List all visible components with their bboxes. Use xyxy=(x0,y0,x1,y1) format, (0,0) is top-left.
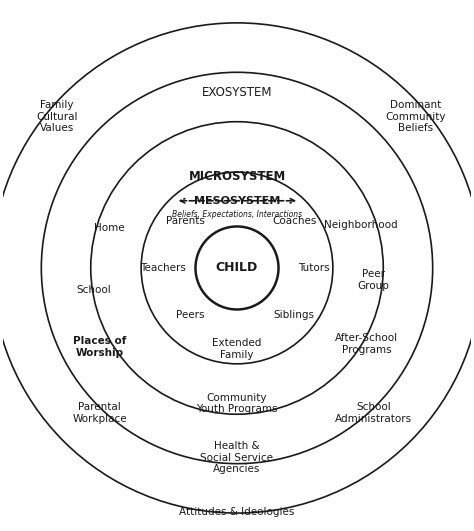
Text: School: School xyxy=(76,285,111,295)
Text: Home: Home xyxy=(94,224,125,234)
Text: Neighborhood: Neighborhood xyxy=(324,220,397,230)
Text: Parental
Workplace: Parental Workplace xyxy=(73,402,127,424)
Text: Parents: Parents xyxy=(166,216,205,226)
Text: EXOSYSTEM: EXOSYSTEM xyxy=(202,85,272,99)
Text: Siblings: Siblings xyxy=(274,311,315,320)
Text: Teachers: Teachers xyxy=(140,263,186,273)
Text: Extended
Family: Extended Family xyxy=(212,338,262,360)
Text: Peer
Group: Peer Group xyxy=(357,269,389,290)
Text: MICROSYSTEM: MICROSYSTEM xyxy=(188,169,286,183)
Text: Family
Cultural
Values: Family Cultural Values xyxy=(36,100,78,133)
Text: Health &
Social Service
Agencies: Health & Social Service Agencies xyxy=(201,441,273,474)
Text: MESOSYSTEM: MESOSYSTEM xyxy=(194,196,280,206)
Text: Tutors: Tutors xyxy=(298,263,330,273)
Text: After-School
Programs: After-School Programs xyxy=(335,333,398,355)
Text: Community
Youth Programs: Community Youth Programs xyxy=(196,392,278,414)
Text: School
Administrators: School Administrators xyxy=(335,402,412,424)
Text: Coaches: Coaches xyxy=(272,216,317,226)
Text: Beliefs, Expectations, Interactions: Beliefs, Expectations, Interactions xyxy=(172,210,302,219)
Text: Peers: Peers xyxy=(176,311,205,320)
Text: Places of
Worship: Places of Worship xyxy=(73,336,126,358)
Text: Attitudes & Ideologies: Attitudes & Ideologies xyxy=(179,507,295,517)
Text: CHILD: CHILD xyxy=(216,261,258,275)
Text: Dominant
Community
Beliefs: Dominant Community Beliefs xyxy=(386,100,446,133)
